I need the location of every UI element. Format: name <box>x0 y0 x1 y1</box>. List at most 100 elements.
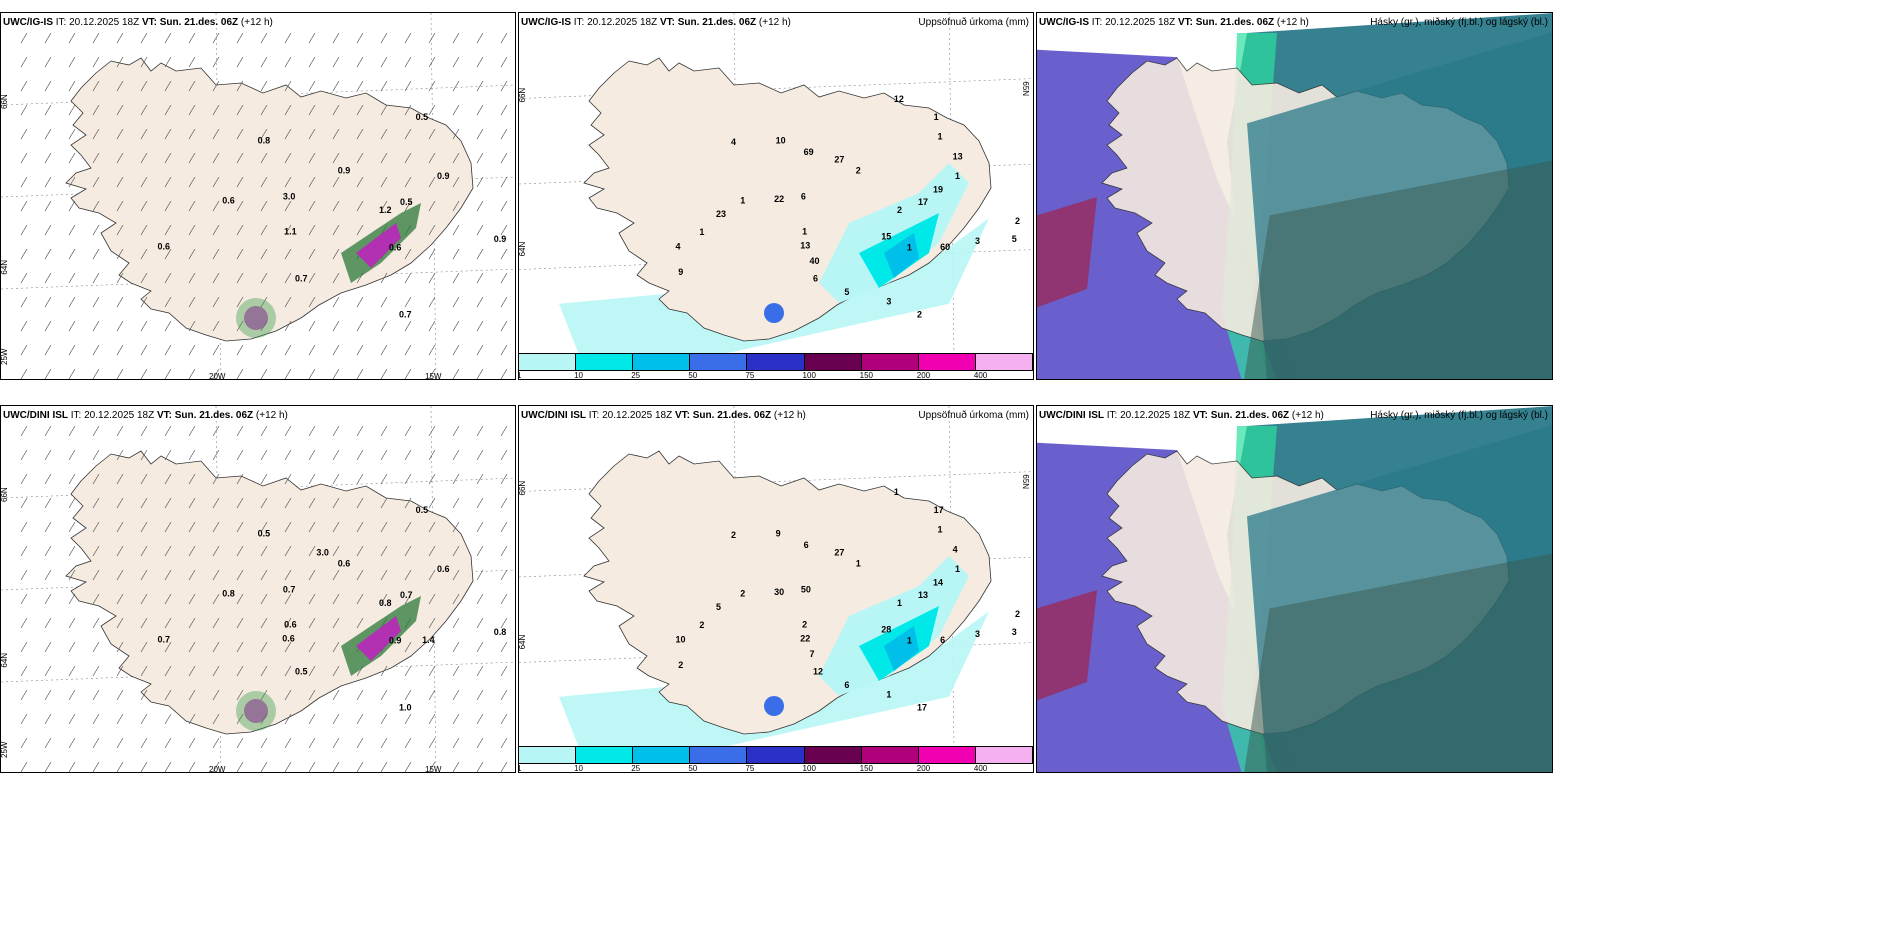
wind-barb <box>452 737 460 749</box>
wind-barb <box>92 176 100 188</box>
cloud-map <box>1037 13 1552 379</box>
value-label: 0.9 <box>389 636 402 646</box>
wind-barb <box>500 296 508 308</box>
wind-barb <box>140 641 148 653</box>
wind-barb <box>380 473 388 485</box>
wind-barb <box>68 425 76 437</box>
axis-label-lat: 64N <box>1 653 9 668</box>
wind-barb <box>380 521 388 533</box>
wind-barb <box>236 473 244 485</box>
wind-barb <box>356 224 364 236</box>
wind-barb <box>68 80 76 92</box>
wind-barb <box>212 128 220 140</box>
wind-barb <box>236 296 244 308</box>
wind-barb <box>404 665 412 677</box>
value-label: 0.5 <box>295 666 308 676</box>
wind-barb <box>404 200 412 212</box>
wind-barb <box>116 689 124 701</box>
wind-barb <box>44 344 52 356</box>
wind-barb <box>332 641 340 653</box>
wind-barb <box>20 521 28 533</box>
wind-barb <box>236 128 244 140</box>
wind-barb <box>116 761 124 772</box>
wind-barb <box>20 713 28 725</box>
wind-barb <box>500 689 508 701</box>
wind-barb <box>140 545 148 557</box>
wind-barb <box>68 200 76 212</box>
wind-barb <box>284 761 292 772</box>
wind-barb <box>116 737 124 749</box>
value-label: 2 <box>856 166 861 176</box>
wind-barb <box>260 176 268 188</box>
colorbar-swatch <box>804 747 862 763</box>
wind-barb <box>92 737 100 749</box>
colorbar-tick-label: 10 <box>574 764 584 773</box>
wind-barb <box>140 497 148 509</box>
wind-barb <box>476 152 484 164</box>
wind-barb <box>116 296 124 308</box>
value-label: 0.6 <box>284 620 297 630</box>
wind-barb <box>428 152 436 164</box>
wind-barb <box>356 689 364 701</box>
wind-barb <box>260 248 268 260</box>
wind-barb <box>284 56 292 68</box>
wind-barb <box>188 617 196 629</box>
wind-barb <box>140 689 148 701</box>
value-label: 4 <box>731 137 736 147</box>
wind-barb <box>92 617 100 629</box>
wind-barb <box>260 641 268 653</box>
wind-barb <box>332 761 340 772</box>
wind-barb <box>68 617 76 629</box>
wind-barb <box>452 80 460 92</box>
wind-barb <box>236 521 244 533</box>
wind-barb <box>140 761 148 772</box>
colorbar-tick-label: 400 <box>973 764 988 773</box>
wind-barb <box>284 296 292 308</box>
wind-barb <box>164 128 172 140</box>
wind-barb <box>92 224 100 236</box>
wind-barb <box>44 320 52 332</box>
colorbar-tick-label: 10 <box>574 371 584 380</box>
wind-barb <box>68 272 76 284</box>
wind-barb <box>332 425 340 437</box>
panel-top-mid: UWC/IG-IS IT: 20.12.2025 18Z VT: Sun. 21… <box>518 12 1034 380</box>
precip-magenta-area <box>356 616 401 661</box>
wind-barb <box>428 545 436 557</box>
wind-barb <box>284 545 292 557</box>
wind-barb <box>260 152 268 164</box>
wind-barb <box>92 449 100 461</box>
wind-barb <box>164 617 172 629</box>
wind-barb <box>404 497 412 509</box>
value-label: 4 <box>953 545 958 555</box>
value-label: 1 <box>934 112 939 122</box>
wind-barb <box>188 497 196 509</box>
axis-label-lat: 66N <box>519 481 527 496</box>
colorbar-swatch <box>804 354 862 370</box>
value-label: 2 <box>731 530 736 540</box>
value-label: 3.0 <box>283 191 296 201</box>
wind-barb <box>452 272 460 284</box>
value-label: 0.6 <box>338 559 351 569</box>
wind-barb <box>428 617 436 629</box>
precip-green-area <box>236 298 276 338</box>
wind-barb <box>188 641 196 653</box>
wind-barb <box>92 689 100 701</box>
value-label: 0.9 <box>494 234 507 244</box>
panel-subtitle: Uppsöfnuð úrkoma (mm) <box>918 17 1029 28</box>
wind-barb <box>236 449 244 461</box>
wind-barb <box>260 497 268 509</box>
value-label: 6 <box>813 273 818 283</box>
wind-barb <box>164 593 172 605</box>
wind-barb <box>332 617 340 629</box>
wind-barb <box>44 761 52 772</box>
wind-barb <box>404 737 412 749</box>
wind-barb <box>284 152 292 164</box>
wind-barb <box>404 761 412 772</box>
wind-barb <box>116 344 124 356</box>
precip-map: 66N64N65N1211211293101717501322276546222… <box>519 406 1033 748</box>
wind-barb <box>500 665 508 677</box>
wind-barb <box>164 296 172 308</box>
colorbar-tick-label: 150 <box>859 764 874 773</box>
wind-barb <box>260 689 268 701</box>
wind-barb <box>284 128 292 140</box>
